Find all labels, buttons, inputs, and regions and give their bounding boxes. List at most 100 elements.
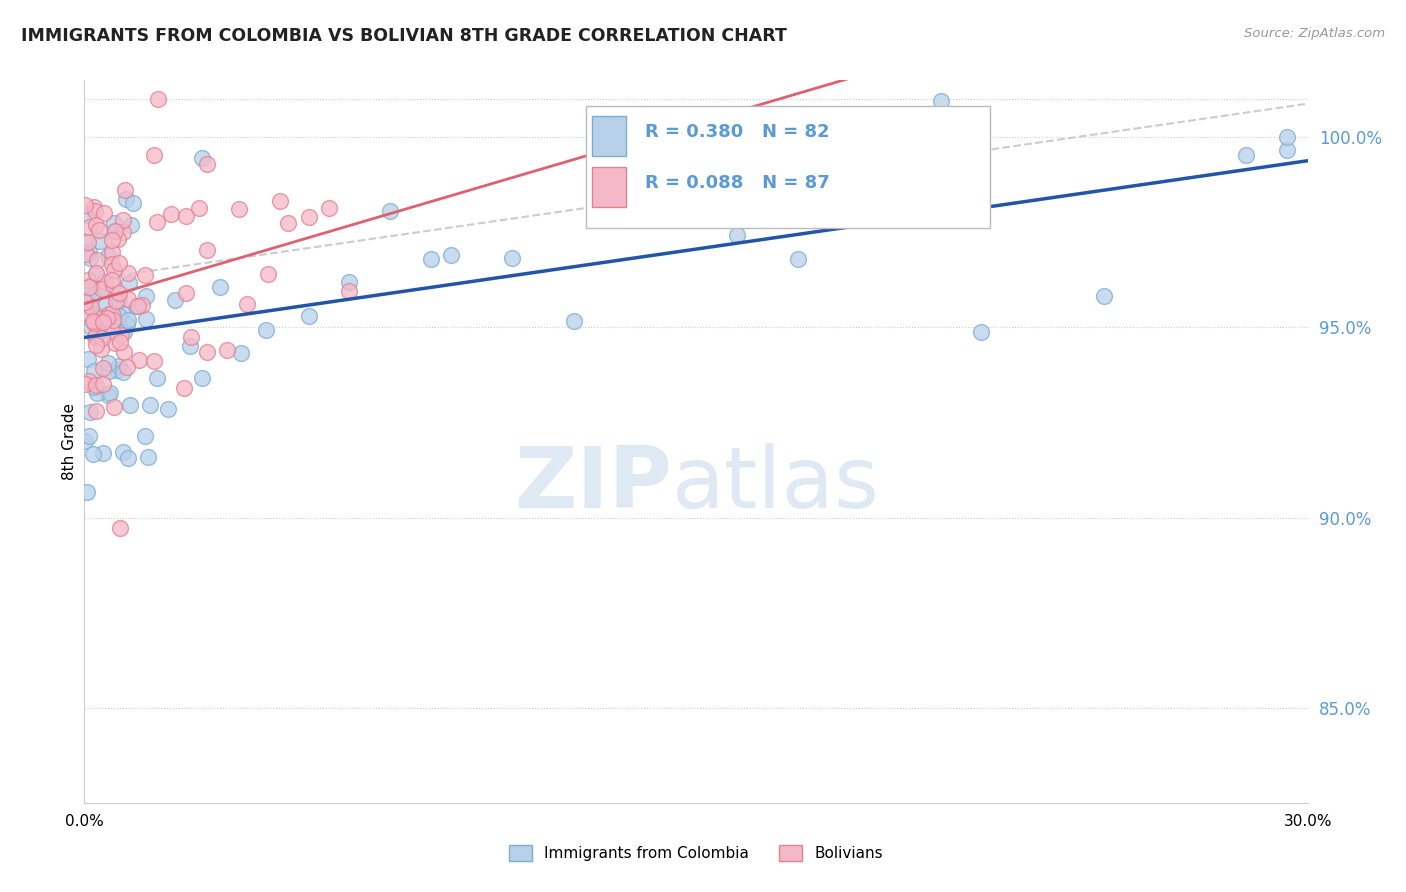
Point <box>117 266 139 280</box>
Point <box>122 195 145 210</box>
Point <box>107 285 129 300</box>
Point <box>135 289 157 303</box>
Point <box>208 280 231 294</box>
Point <box>120 218 142 232</box>
Point <box>103 263 125 277</box>
Point <box>108 256 131 270</box>
Point <box>80 291 103 305</box>
Point <box>84 266 107 280</box>
Point <box>107 293 129 307</box>
Point <box>104 335 127 350</box>
Point <box>135 311 157 326</box>
Point <box>73 197 96 211</box>
Point <box>179 338 201 352</box>
Point <box>104 223 127 237</box>
Point <box>298 210 321 224</box>
Point <box>298 309 321 323</box>
Point <box>83 200 105 214</box>
Point <box>117 292 139 306</box>
Point <box>380 203 402 218</box>
Point <box>77 429 100 443</box>
Point <box>603 210 626 224</box>
Point <box>105 362 128 376</box>
Point <box>97 388 120 402</box>
Point <box>76 209 98 223</box>
Point <box>80 300 103 314</box>
Point <box>665 198 688 212</box>
Point <box>115 359 138 374</box>
Point <box>77 284 100 298</box>
Point <box>134 268 156 282</box>
Point <box>269 194 291 209</box>
Point <box>84 219 107 233</box>
Point <box>84 308 107 322</box>
Point <box>254 323 277 337</box>
Point <box>111 445 134 459</box>
Point <box>91 331 114 345</box>
Point <box>117 450 139 465</box>
Point <box>84 337 107 351</box>
Point <box>257 267 280 281</box>
Y-axis label: 8th Grade: 8th Grade <box>62 403 77 480</box>
FancyBboxPatch shape <box>586 105 990 228</box>
Point <box>117 313 139 327</box>
Point <box>101 273 124 287</box>
Point <box>84 268 107 282</box>
Point <box>76 235 98 249</box>
Point <box>339 285 361 299</box>
Point <box>101 277 124 292</box>
Point <box>94 275 117 289</box>
Point <box>75 434 97 449</box>
Point <box>93 296 115 310</box>
Point <box>84 330 107 344</box>
Point <box>98 310 121 325</box>
Point <box>98 363 121 377</box>
Point <box>174 285 197 300</box>
Point <box>77 273 100 287</box>
Point <box>96 327 118 342</box>
Point <box>86 252 108 267</box>
Point <box>195 157 218 171</box>
Point <box>104 293 127 308</box>
Point <box>86 386 108 401</box>
Point <box>101 257 124 271</box>
Point <box>191 152 214 166</box>
Point <box>146 371 169 385</box>
Point <box>173 381 195 395</box>
Point <box>929 94 952 108</box>
Point <box>103 216 125 230</box>
Point <box>228 202 250 217</box>
Point <box>110 521 132 535</box>
Point <box>112 364 135 378</box>
Point <box>108 335 131 350</box>
Point <box>82 314 104 328</box>
Point <box>112 325 135 339</box>
Text: atlas: atlas <box>672 443 880 526</box>
Point <box>115 318 138 332</box>
Point <box>725 228 748 243</box>
Point <box>77 352 100 367</box>
Text: ZIP: ZIP <box>513 443 672 526</box>
Point <box>86 310 108 325</box>
Point <box>277 216 299 230</box>
Point <box>101 312 124 326</box>
Point <box>142 147 165 161</box>
Point <box>124 299 146 313</box>
Point <box>562 314 585 328</box>
Legend: Immigrants from Colombia, Bolivians: Immigrants from Colombia, Bolivians <box>503 839 889 867</box>
Point <box>91 376 114 391</box>
Point <box>159 207 181 221</box>
Point <box>83 204 105 219</box>
Point <box>163 293 186 307</box>
Point <box>970 325 993 339</box>
Point <box>107 309 129 323</box>
Point <box>101 234 124 248</box>
Point <box>73 376 96 391</box>
Point <box>1092 289 1115 303</box>
Point <box>91 315 114 329</box>
Point <box>236 297 259 311</box>
Point <box>217 343 239 357</box>
Point <box>79 405 101 419</box>
Point <box>76 484 98 499</box>
Point <box>77 219 100 234</box>
